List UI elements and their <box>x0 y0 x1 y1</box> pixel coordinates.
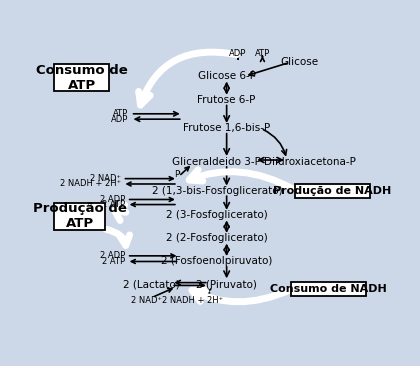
Text: 2 ATP: 2 ATP <box>102 257 125 266</box>
Text: 2 (Piruvato): 2 (Piruvato) <box>196 279 257 289</box>
Text: Consumo de NADH: Consumo de NADH <box>270 284 387 294</box>
Text: ADP: ADP <box>229 49 247 58</box>
FancyBboxPatch shape <box>291 282 366 296</box>
Text: Produção de
ATP: Produção de ATP <box>33 202 126 230</box>
Text: ATP: ATP <box>113 109 129 118</box>
Text: Frutose 1,6-bis-P: Frutose 1,6-bis-P <box>183 123 270 134</box>
Text: Diidroxiacetona-P: Diidroxiacetona-P <box>264 157 356 167</box>
Text: 2 (3-Fosfoglicerato): 2 (3-Fosfoglicerato) <box>166 210 268 220</box>
FancyBboxPatch shape <box>54 203 105 230</box>
Text: 2 (Lactato): 2 (Lactato) <box>123 279 180 289</box>
Text: Glicose 6-P: Glicose 6-P <box>198 71 256 81</box>
FancyBboxPatch shape <box>54 64 110 91</box>
Text: 2 NAD⁺: 2 NAD⁺ <box>131 296 163 305</box>
Text: 2 NADH + 2H⁺: 2 NADH + 2H⁺ <box>60 179 121 188</box>
Text: 2 ADP: 2 ADP <box>100 195 125 204</box>
Text: 2 (1,3-bis-Fosfoglicerato): 2 (1,3-bis-Fosfoglicerato) <box>152 186 282 196</box>
FancyBboxPatch shape <box>295 184 370 198</box>
Text: Gliceraldeido 3-P: Gliceraldeido 3-P <box>173 157 261 167</box>
Text: 2 ATP: 2 ATP <box>102 200 125 209</box>
Text: 2 (2-Fosfoglicerato): 2 (2-Fosfoglicerato) <box>166 234 268 243</box>
Text: Glicose: Glicose <box>281 57 319 67</box>
Text: Pᴵ: Pᴵ <box>174 170 181 179</box>
Text: ADP: ADP <box>111 115 129 124</box>
Text: ATP: ATP <box>255 49 270 58</box>
Text: Produção de NADH: Produção de NADH <box>273 186 391 196</box>
Text: Consumo de
ATP: Consumo de ATP <box>36 64 128 92</box>
Text: Frutose 6-P: Frutose 6-P <box>197 95 256 105</box>
Text: 2 (Fosfoenolpiruvato): 2 (Fosfoenolpiruvato) <box>161 257 273 266</box>
Text: 2 NADH + 2H⁺: 2 NADH + 2H⁺ <box>162 296 223 305</box>
Text: 2 NAD⁺: 2 NAD⁺ <box>90 174 121 183</box>
Text: 2 ADP: 2 ADP <box>100 251 125 260</box>
